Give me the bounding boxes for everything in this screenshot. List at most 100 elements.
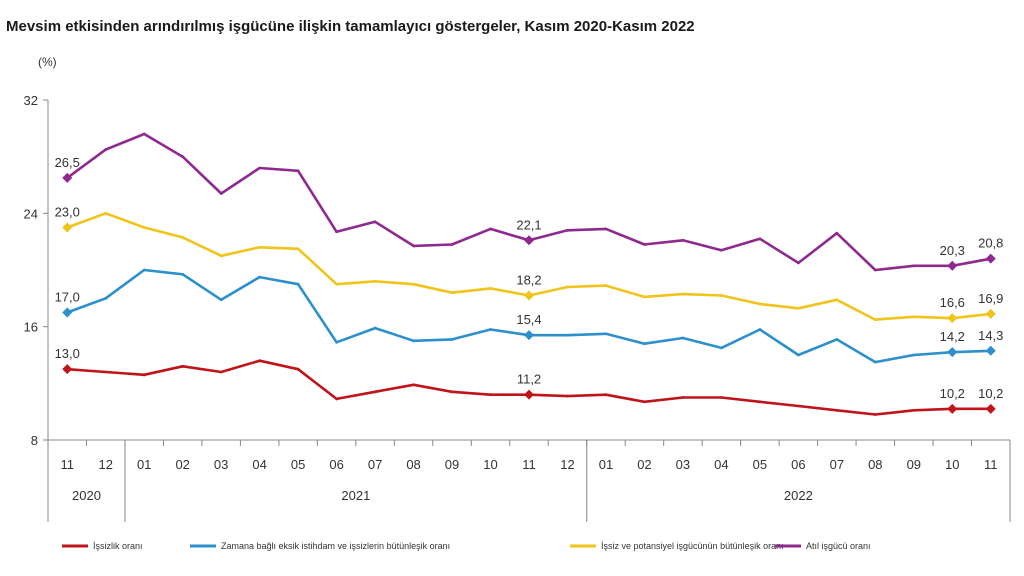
y-tick-label: 16 <box>24 320 38 335</box>
data-point <box>566 228 569 232</box>
data-point <box>296 169 300 173</box>
x-tick-label: 10 <box>483 457 497 472</box>
data-point <box>296 247 300 251</box>
data-point <box>566 333 569 337</box>
x-tick-label: 10 <box>945 457 959 472</box>
data-point <box>219 370 223 374</box>
data-point <box>412 383 415 387</box>
axes: 8 16 24 32 11 12 01 02 03 04 05 06 07 08 09 10 11 12 01 02 0… <box>24 93 1011 522</box>
data-point <box>219 254 223 258</box>
data-label: 18,2 <box>516 273 541 288</box>
data-point <box>181 364 185 368</box>
data-point <box>643 295 646 299</box>
data-point-marker <box>524 235 534 246</box>
data-point-marker <box>985 308 996 319</box>
data-point <box>142 226 146 229</box>
data-point <box>335 282 338 286</box>
x-tick-label: 07 <box>368 457 382 472</box>
x-tick-label: 03 <box>214 457 228 472</box>
data-label: 10,2 <box>940 386 965 401</box>
data-point <box>566 285 569 289</box>
data-label: 11,2 <box>517 372 541 387</box>
data-point <box>142 132 146 136</box>
x-tick-label: 01 <box>137 457 151 472</box>
data-point <box>643 342 646 346</box>
data-point <box>181 272 185 276</box>
data-point-marker <box>62 222 73 233</box>
data-point <box>873 318 877 321</box>
x-tick-label: 01 <box>599 457 613 472</box>
x-tick-label: 04 <box>252 457 266 472</box>
data-point <box>835 338 839 341</box>
data-point-marker <box>947 313 958 324</box>
data-label: 23,0 <box>55 205 80 220</box>
data-point <box>412 282 415 286</box>
year-label: 2020 <box>72 488 101 503</box>
y-axis-unit: (%) <box>38 55 57 69</box>
x-tick-label: 09 <box>907 457 921 472</box>
data-point <box>912 264 916 268</box>
data-point <box>219 298 223 302</box>
data-point <box>681 396 685 399</box>
data-point <box>181 155 185 159</box>
legend-entry: İşsiz ve potansiyel işgücünün bütünleşik… <box>601 541 784 551</box>
data-point <box>335 397 338 401</box>
data-point <box>796 404 800 408</box>
data-point <box>142 373 146 377</box>
data-point <box>758 237 762 241</box>
data-point <box>489 227 492 231</box>
year-label: 2021 <box>341 488 370 503</box>
data-point-marker <box>985 403 996 414</box>
data-point <box>258 166 262 170</box>
data-point <box>373 279 377 283</box>
data-point-marker <box>62 307 73 318</box>
data-point <box>912 315 916 319</box>
data-point <box>489 393 492 397</box>
data-point <box>219 192 223 195</box>
data-point <box>796 306 800 310</box>
data-point-marker <box>947 403 958 414</box>
x-tick-label: 02 <box>175 457 189 472</box>
data-point <box>450 390 454 394</box>
data-point <box>373 326 377 330</box>
data-label: 16,9 <box>978 291 1003 306</box>
x-tick-label: 11 <box>984 457 998 472</box>
data-point <box>104 148 108 151</box>
x-tick-label: 03 <box>676 457 690 472</box>
data-label: 20,8 <box>978 236 1003 251</box>
data-point <box>681 238 685 242</box>
data-point <box>912 353 916 357</box>
data-point-marker <box>985 253 996 264</box>
data-point <box>104 370 108 374</box>
x-tick-label: 02 <box>637 457 651 472</box>
data-point <box>373 390 377 394</box>
data-label: 14,2 <box>940 329 965 344</box>
x-tick-label: 07 <box>830 457 844 472</box>
data-point <box>489 287 492 290</box>
data-point <box>566 394 569 398</box>
data-point-marker <box>62 364 73 375</box>
data-point <box>258 245 262 249</box>
data-point-marker <box>947 260 958 271</box>
data-point <box>604 284 608 287</box>
x-tick-label: 12 <box>560 457 574 472</box>
chart-title: Mevsim etkisinden arındırılmış işgücüne … <box>6 18 695 35</box>
data-point <box>681 292 685 296</box>
data-point <box>643 400 646 404</box>
data-point <box>181 236 185 239</box>
x-tick-label: 08 <box>868 457 882 472</box>
data-label: 20,3 <box>940 243 965 258</box>
legend: İşsizlik oranı Zamana bağlı eksik istihda… <box>62 541 871 551</box>
data-point <box>720 346 723 350</box>
data-point <box>142 268 146 272</box>
data-point <box>373 220 377 224</box>
series-group <box>62 132 996 416</box>
data-label: 15,4 <box>516 312 541 327</box>
data-point <box>720 396 723 399</box>
data-point <box>489 328 492 331</box>
x-tick-label: 04 <box>714 457 728 472</box>
data-point <box>835 298 839 302</box>
data-labels: 13,0 11,2 10,2 10,2 17,0 15,4 14,2 14,3 23,0 18,2… <box>55 155 1004 401</box>
